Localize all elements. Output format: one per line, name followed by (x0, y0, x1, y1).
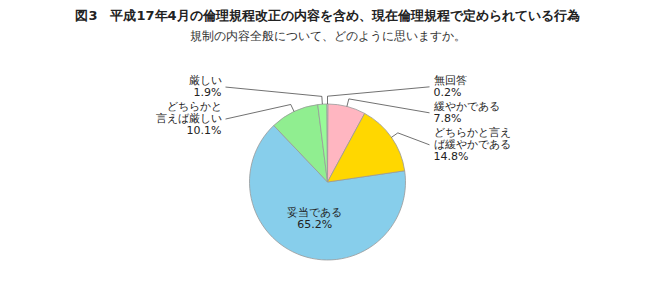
data-label: 14.8% (434, 150, 469, 163)
pie-slice (328, 113, 405, 182)
chart-container: 図3 平成17年4月の倫理規程改正の内容を含め、現在倫理規程で定められている行為… (0, 0, 655, 302)
data-label: 1.9% (194, 86, 222, 99)
chart-title: 図3 平成17年4月の倫理規程改正の内容を含め、現在倫理規程で定められている行為 (75, 8, 579, 23)
data-label: 0.2% (434, 86, 462, 99)
slice-label: 無回答0.2% (434, 74, 467, 99)
data-label: 10.1% (187, 124, 222, 137)
pie-slice (318, 104, 328, 182)
data-label: 7.8% (434, 112, 462, 125)
slice-label: 厳しい1.9% (189, 74, 222, 99)
slice-label: どちらかと言えば緩やかである14.8% (434, 126, 511, 163)
slices (250, 104, 406, 260)
slice-labels: 妥当である65.2% どちらかと言えば厳しい10.1%厳しい1.9% 無回答0.2%… (156, 74, 511, 231)
leader-line (226, 104, 295, 119)
leader-line (391, 133, 429, 145)
data-label: 65.2% (297, 218, 332, 231)
leader-line (226, 87, 323, 104)
leader-line (347, 99, 430, 113)
pie-root (250, 104, 406, 260)
pie-slice (274, 105, 328, 182)
chart-subtitle: 規制の内容全般について、どのように思いますか。 (190, 29, 466, 43)
leader-line (328, 87, 430, 104)
slice-label: 緩やかである7.8% (433, 100, 500, 125)
slice-label: どちらかと言えば厳しい10.1% (156, 100, 222, 137)
slice-label: 妥当である65.2% (287, 206, 342, 231)
chart-svg: 図3 平成17年4月の倫理規程改正の内容を含め、現在倫理規程で定められている行為… (0, 0, 655, 302)
